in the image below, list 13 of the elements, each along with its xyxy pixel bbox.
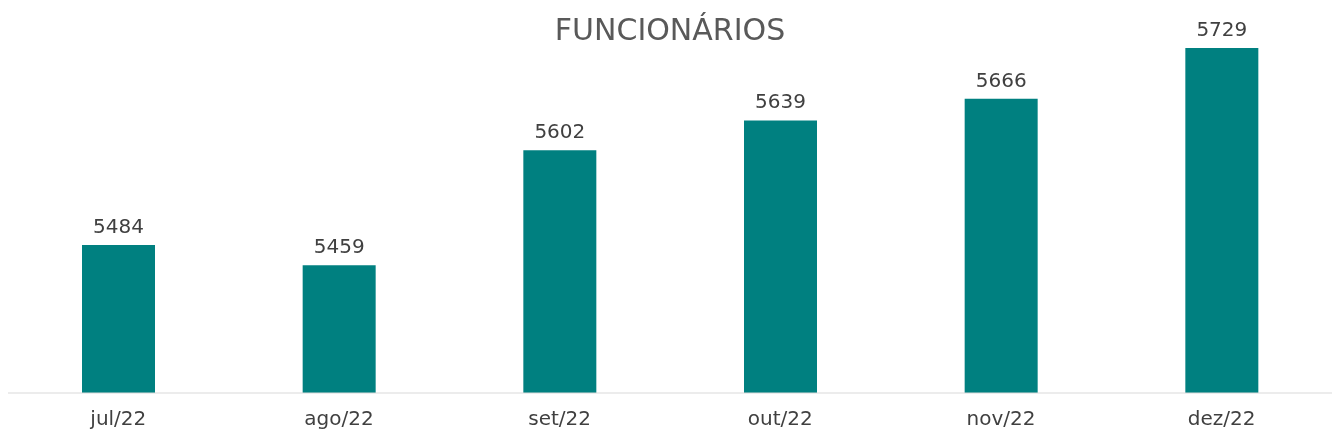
x-tick-label: jul/22: [89, 406, 147, 431]
data-label: 5666: [975, 67, 1027, 92]
x-tick-label: out/22: [747, 406, 813, 431]
data-label: 5484: [93, 214, 144, 239]
x-tick-label: ago/22: [304, 406, 374, 431]
data-label: 5639: [755, 89, 806, 114]
data-label: 5602: [534, 119, 586, 144]
x-tick-label: set/22: [528, 406, 592, 431]
data-label: 5459: [313, 234, 365, 259]
x-tick-label: dez/22: [1187, 406, 1256, 431]
data-label: 5729: [1196, 17, 1248, 41]
chart-title: FUNCIONÁRIOS: [554, 12, 786, 47]
x-tick-label: nov/22: [966, 406, 1036, 431]
